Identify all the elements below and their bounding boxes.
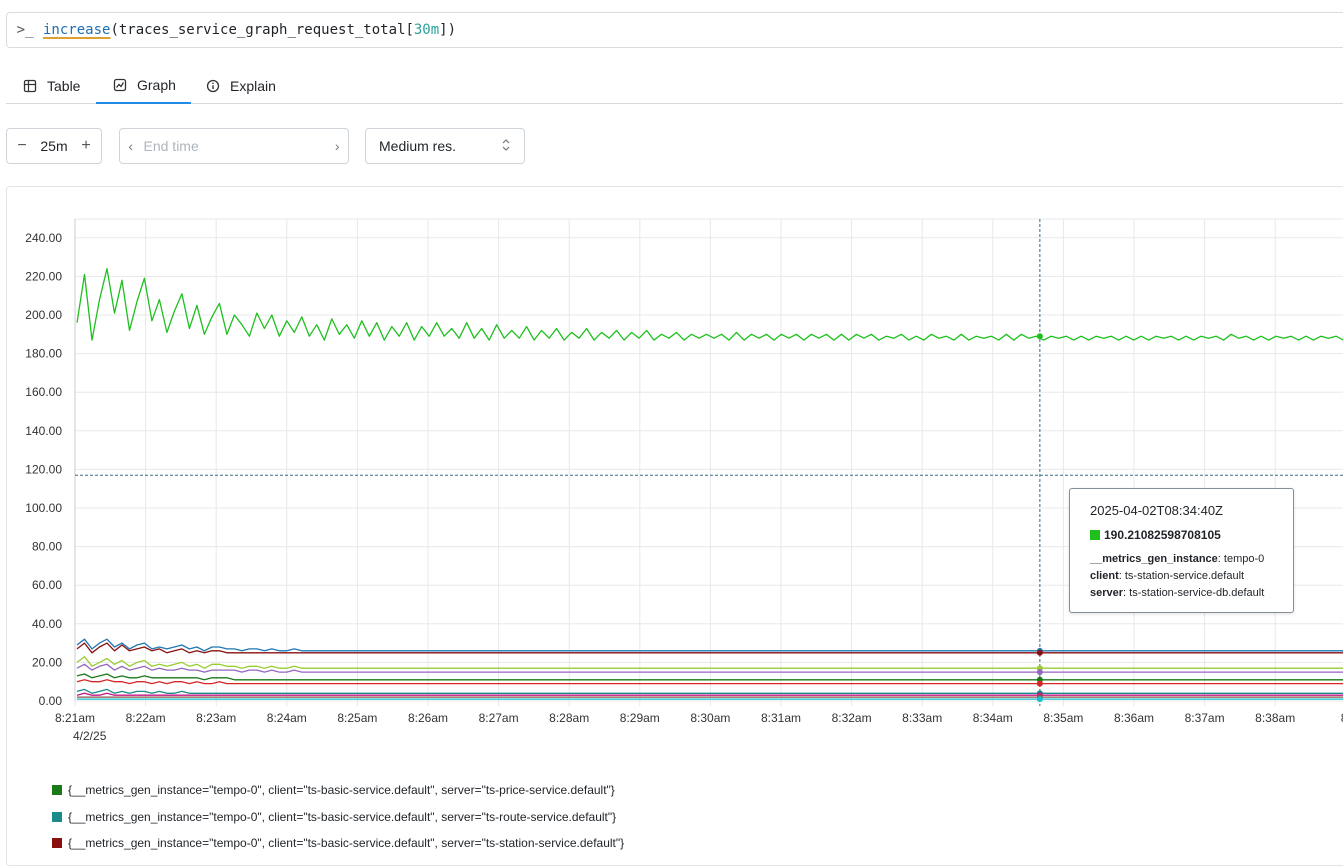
- hover-point: [1036, 696, 1043, 703]
- increase-range-button[interactable]: +: [81, 137, 91, 154]
- x-tick-label: 8:30am: [690, 711, 730, 725]
- chart-legend: {__metrics_gen_instance="tempo-0", clien…: [52, 777, 624, 857]
- tooltip-series-swatch: [1090, 530, 1100, 540]
- tab-explain[interactable]: Explain: [206, 67, 296, 104]
- y-tick-label: 140.00: [25, 424, 62, 438]
- chevron-left-icon[interactable]: ‹: [128, 138, 134, 154]
- tooltip-value-row: 190.21082598708105: [1090, 528, 1293, 542]
- query-editor[interactable]: >_ increase(traces_service_graph_request…: [6, 12, 1343, 48]
- prompt-icon: >_: [16, 22, 34, 38]
- x-tick-label: 8:21am: [55, 711, 95, 725]
- x-date-label: 4/2/25: [73, 729, 107, 743]
- tab-graph[interactable]: Graph: [96, 67, 191, 104]
- series-line: [76, 692, 1343, 696]
- x-tick-label: 8:23am: [196, 711, 236, 725]
- query-open: (traces_service_graph_request_total[: [110, 22, 414, 38]
- x-tick-label: 8:22am: [126, 711, 166, 725]
- x-tick-label: 8:24am: [267, 711, 307, 725]
- series-line: [76, 688, 1343, 694]
- legend-item[interactable]: {__metrics_gen_instance="tempo-0", clien…: [52, 777, 624, 804]
- x-tick-label: 8:27am: [479, 711, 519, 725]
- x-tick-label: 8:35am: [1043, 711, 1083, 725]
- graph-icon: [113, 78, 127, 91]
- legend-item[interactable]: {__metrics_gen_instance="tempo-0", clien…: [52, 804, 624, 831]
- x-tick-label: 8:25am: [337, 711, 377, 725]
- legend-swatch: [52, 838, 62, 849]
- series-line: [76, 638, 1343, 652]
- tooltip-label: client: ts-station-service.default: [1090, 570, 1245, 582]
- x-tick-label: 8:28am: [549, 711, 589, 725]
- tooltip-value: 190.21082598708105: [1104, 528, 1221, 542]
- info-icon: [206, 79, 220, 92]
- tab-explain-label: Explain: [230, 77, 276, 94]
- hover-point: [1036, 669, 1043, 676]
- hover-point: [1036, 680, 1043, 687]
- end-time-control: ‹ ›: [119, 128, 349, 164]
- tooltip-label: __metrics_gen_instance: tempo-0: [1090, 553, 1265, 565]
- hover-point: [1036, 649, 1043, 656]
- series-line: [76, 663, 1343, 673]
- resolution-value: Medium res.: [379, 138, 457, 154]
- x-tick-label: 8:32am: [832, 711, 872, 725]
- legend-swatch: [52, 785, 62, 796]
- range-value[interactable]: 25m: [40, 138, 68, 154]
- query-text[interactable]: increase(traces_service_graph_request_to…: [43, 22, 456, 38]
- x-tick-label: 8:33am: [902, 711, 942, 725]
- legend-label: {__metrics_gen_instance="tempo-0", clien…: [68, 783, 615, 798]
- x-tick-label: 8:26am: [408, 711, 448, 725]
- y-tick-label: 100.00: [25, 501, 62, 515]
- series-line: [76, 655, 1343, 669]
- legend-label: {__metrics_gen_instance="tempo-0", clien…: [68, 836, 625, 851]
- x-tick-label: 8:34am: [973, 711, 1013, 725]
- y-tick-label: 60.00: [32, 578, 62, 592]
- legend-swatch: [52, 811, 62, 822]
- y-tick-label: 120.00: [25, 462, 62, 476]
- legend-item[interactable]: {__metrics_gen_instance="tempo-0", clien…: [52, 830, 624, 857]
- x-tick-label: 8:: [1341, 711, 1343, 725]
- query-duration: 30m: [413, 22, 440, 38]
- y-tick-label: 20.00: [32, 655, 62, 669]
- hover-point: [1036, 333, 1043, 340]
- tab-graph-label: Graph: [137, 76, 176, 93]
- y-tick-label: 200.00: [25, 308, 62, 322]
- x-tick-label: 8:37am: [1185, 711, 1225, 725]
- y-tick-label: 40.00: [32, 617, 62, 631]
- series-line: [76, 673, 1343, 681]
- y-tick-label: 0.00: [39, 694, 63, 708]
- resolution-select[interactable]: Medium res.: [365, 128, 525, 164]
- range-control: − 25m +: [6, 128, 102, 164]
- query-function: increase: [43, 22, 111, 38]
- y-tick-label: 240.00: [25, 231, 62, 245]
- view-tabs: Table Graph Explain: [6, 67, 1343, 104]
- series-line: [76, 642, 1343, 654]
- tooltip-label: server: ts-station-service-db.default: [1090, 587, 1265, 599]
- legend-label: {__metrics_gen_instance="tempo-0", clien…: [68, 809, 617, 824]
- decrease-range-button[interactable]: −: [17, 137, 27, 154]
- line-chart[interactable]: 0.00 20.00 40.00 60.00 80.00 100.00 120.00 140.…: [7, 187, 1343, 767]
- chevron-right-icon[interactable]: ›: [334, 138, 340, 154]
- select-arrows-icon: [488, 138, 524, 155]
- tab-table[interactable]: Table: [16, 67, 96, 104]
- series-line: [76, 268, 1343, 341]
- x-tick-label: 8:36am: [1114, 711, 1154, 725]
- y-tick-label: 180.00: [25, 347, 62, 361]
- table-icon: [23, 79, 37, 92]
- tab-table-label: Table: [47, 77, 81, 94]
- tooltip-time: 2025-04-02T08:34:40Z: [1090, 503, 1223, 518]
- y-tick-label: 160.00: [25, 385, 62, 399]
- query-close: ]): [439, 22, 457, 38]
- x-tick-label: 8:38am: [1255, 711, 1295, 725]
- end-time-input[interactable]: [141, 137, 327, 155]
- x-tick-label: 8:31am: [761, 711, 801, 725]
- y-tick-label: 80.00: [32, 540, 62, 554]
- y-tick-label: 220.00: [25, 269, 62, 283]
- chart-tooltip: 2025-04-02T08:34:40Z 190.21082598708105 …: [1069, 488, 1294, 613]
- x-tick-label: 8:29am: [620, 711, 660, 725]
- series-line: [76, 679, 1343, 685]
